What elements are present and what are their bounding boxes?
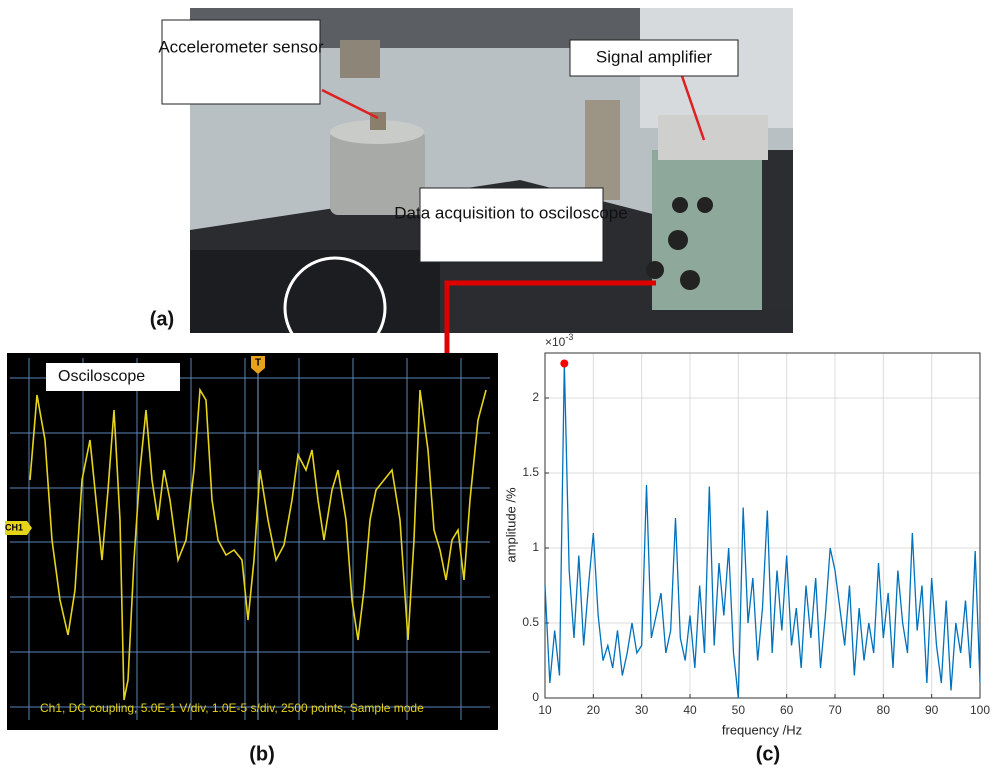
scope-title-box: [46, 363, 180, 391]
x-tick-label: 30: [635, 703, 649, 717]
callout-box: [569, 39, 739, 77]
trigger-marker: [251, 356, 265, 374]
scope-status: Ch1, DC coupling, 5.0E-1 V/div, 1.0E-5 s…: [40, 701, 424, 715]
callout-box: [419, 187, 604, 263]
y-scale-base: ×10: [545, 335, 566, 349]
x-tick-label: 40: [683, 703, 697, 717]
y-axis-label: amplitude /%: [503, 487, 518, 563]
y-tick-label: 1.5: [522, 465, 539, 479]
y-scale-label: ×10-3: [545, 332, 573, 349]
x-tick-label: 70: [828, 703, 842, 717]
x-tick-label: 100: [970, 703, 990, 717]
y-tick-label: 2: [532, 390, 539, 404]
y-tick-label: 1: [532, 540, 539, 554]
x-tick-label: 50: [732, 703, 746, 717]
y-scale-exponent: -3: [565, 332, 573, 342]
x-tick-label: 60: [780, 703, 794, 717]
panel-label: (a): [150, 308, 174, 330]
peak-marker: [560, 359, 569, 368]
callout-text: Signal amplifier: [596, 47, 713, 66]
plot-frame: [544, 352, 981, 699]
scope-title: Osciloscope: [58, 368, 145, 385]
signal-arrow: [444, 280, 656, 365]
y-tick-label: 0: [532, 690, 539, 704]
callout-text: Data acquisition to osciloscope: [394, 203, 627, 222]
panel-label: (c): [756, 743, 780, 765]
x-axis-label: frequency /Hz: [722, 722, 802, 737]
callout-box: [161, 19, 321, 105]
panel-label: (b): [249, 743, 275, 765]
callout-line: [680, 75, 706, 141]
channel-marker: [5, 521, 32, 535]
x-tick-label: 20: [587, 703, 601, 717]
callout-text: Accelerometer sensor: [158, 37, 324, 56]
plot-area: [545, 353, 980, 698]
x-tick-label: 10: [538, 703, 552, 717]
x-tick-label: 90: [925, 703, 939, 717]
scope-trace: [29, 387, 487, 701]
x-tick-label: 80: [877, 703, 891, 717]
trigger-marker-text: T: [255, 358, 261, 369]
spectrum-line: [544, 363, 981, 699]
y-tick-label: 0.5: [522, 615, 539, 629]
channel-marker-text: CH1: [5, 522, 23, 532]
callout-line: [321, 88, 379, 120]
